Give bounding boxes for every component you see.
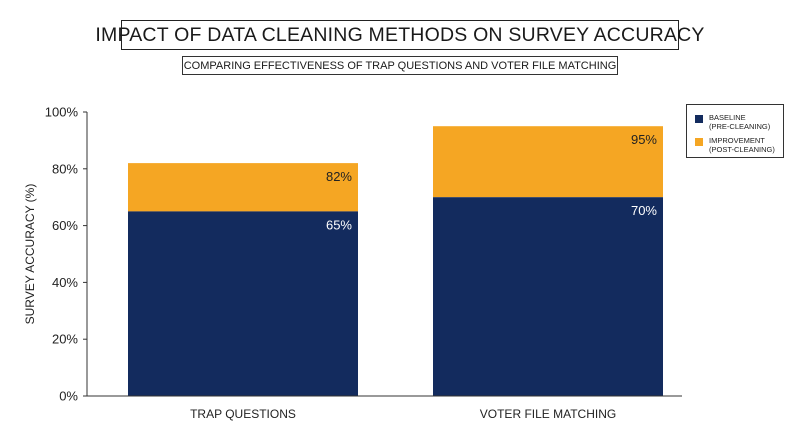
- legend-swatch-baseline: [695, 115, 703, 123]
- bar-improvement-0: [128, 163, 358, 212]
- legend: BASELINE (PRE-CLEANING) IMPROVEMENT (POS…: [686, 104, 784, 158]
- y-tick-label-5: 100%: [45, 105, 79, 120]
- y-tick-label-4: 80%: [52, 161, 78, 176]
- data-label-baseline-0: 65%: [326, 217, 352, 232]
- chart-title: IMPACT OF DATA CLEANING METHODS ON SURVE…: [95, 20, 704, 50]
- data-label-baseline-1: 70%: [631, 203, 657, 218]
- legend-sublabel-baseline: (PRE-CLEANING): [709, 122, 771, 131]
- bar-baseline-0: [128, 211, 358, 396]
- legend-item-baseline: BASELINE (PRE-CLEANING): [695, 113, 781, 131]
- data-label-total-0: 82%: [326, 169, 352, 184]
- legend-item-improvement: IMPROVEMENT (POST-CLEANING): [695, 136, 781, 154]
- y-tick-label-1: 20%: [52, 332, 78, 347]
- x-tick-label-0: TRAP QUESTIONS: [190, 407, 296, 421]
- bar-baseline-1: [433, 197, 663, 396]
- data-label-total-1: 95%: [631, 132, 657, 147]
- y-axis-label: SURVEY ACCURACY (%): [23, 184, 37, 325]
- legend-label-baseline: BASELINE: [709, 113, 746, 122]
- y-tick-label-0: 0%: [59, 389, 78, 404]
- y-tick-label-3: 60%: [52, 218, 78, 233]
- legend-swatch-improvement: [695, 138, 703, 146]
- y-tick-label-2: 40%: [52, 275, 78, 290]
- chart-subtitle: COMPARING EFFECTIVENESS OF TRAP QUESTION…: [182, 56, 618, 75]
- x-tick-label-1: VOTER FILE MATCHING: [480, 407, 616, 421]
- bar-improvement-1: [433, 126, 663, 198]
- legend-label-improvement: IMPROVEMENT: [709, 136, 765, 145]
- legend-sublabel-improvement: (POST-CLEANING): [709, 145, 775, 154]
